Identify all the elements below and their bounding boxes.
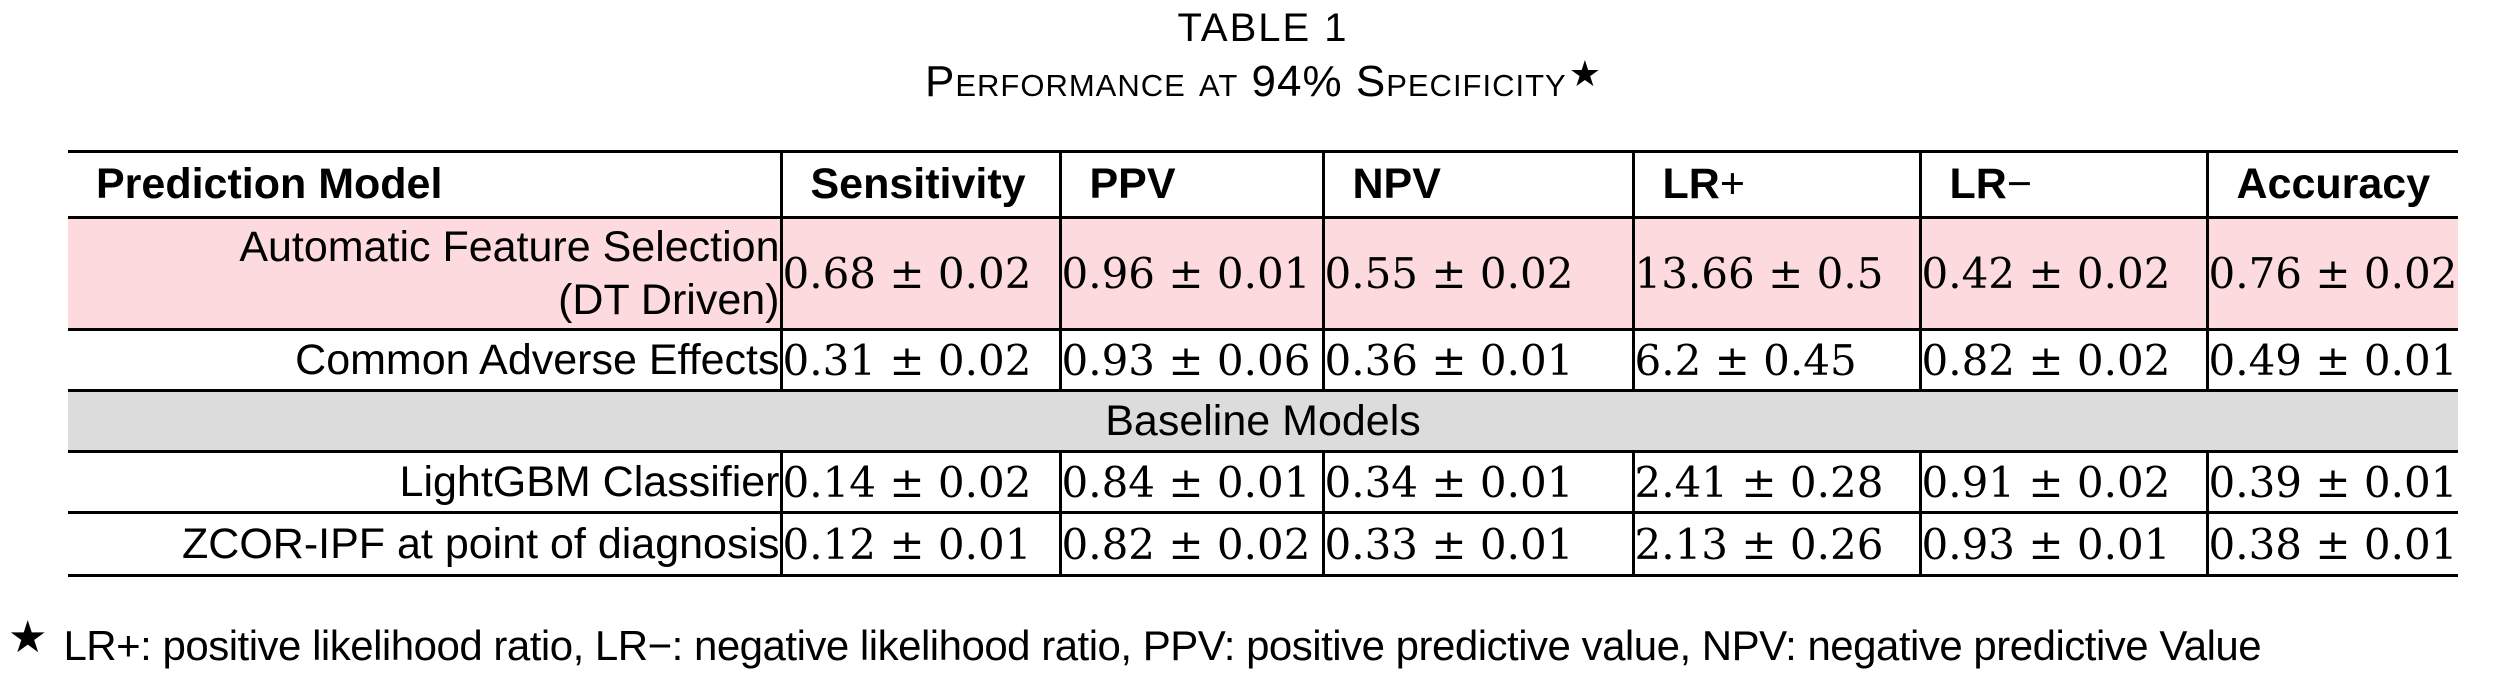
header-sensitivity: Sensitivity — [779, 151, 1060, 218]
value-cell-sensitivity: 0.12 ± 0.01 — [779, 512, 1060, 576]
performance-table: Prediction Model Sensitivity PPV NPV LR+… — [68, 150, 2458, 577]
header-lr-minus-label: LR — [1949, 160, 2007, 208]
header-row: Prediction Model Sensitivity PPV NPV LR+… — [68, 151, 2458, 218]
value-cell-npv: 0.36 ± 0.01 — [1321, 329, 1633, 391]
header-prediction-model: Prediction Model — [96, 160, 443, 208]
star-icon: ★ — [1568, 53, 1601, 94]
value-cell-lr-minus: 0.91 ± 0.02 — [1918, 451, 2207, 513]
footnote: ★ LR+: positive likelihood ratio, LR−: ne… — [8, 613, 2262, 671]
footnote-star-icon: ★ — [8, 613, 48, 662]
value-cell-ppv: 0.96 ± 0.01 — [1058, 217, 1323, 330]
value-cell-accuracy: 0.49 ± 0.01 — [2205, 329, 2458, 391]
value-cell-lr-plus: 2.41 ± 0.28 — [1631, 451, 1920, 513]
table-row-automatic-feature-selection: Automatic Feature Selection (DT Driven) … — [68, 217, 2458, 330]
value-cell-lr-plus: 6.2 ± 0.45 — [1631, 329, 1920, 391]
model-name-cell: Automatic Feature Selection (DT Driven) — [68, 218, 781, 330]
header-lr-plus: LR+ — [1631, 151, 1920, 218]
value-cell-ppv: 0.84 ± 0.01 — [1058, 451, 1323, 513]
table-row-lightgbm-classifier: LightGBM Classifier 0.14 ± 0.02 0.84 ± 0… — [68, 451, 2458, 513]
table-number: TABLE 1 — [1177, 6, 1349, 50]
section-row-baseline-models: Baseline Models — [68, 390, 2458, 452]
value-cell-sensitivity: 0.14 ± 0.02 — [779, 451, 1060, 513]
footnote-text: LR+: positive likelihood ratio, LR−: neg… — [63, 622, 2262, 669]
model-name-cell: LightGBM Classifier — [399, 457, 780, 506]
value-cell-accuracy: 0.39 ± 0.01 — [2205, 451, 2458, 513]
model-name-cell: ZCOR-IPF at point of diagnosis — [182, 519, 780, 568]
value-cell-ppv: 0.93 ± 0.06 — [1058, 329, 1323, 391]
model-name-line2: (DT Driven) — [558, 275, 780, 324]
table-row-zcor-ipf: ZCOR-IPF at point of diagnosis 0.12 ± 0.… — [68, 512, 2458, 576]
value-cell-lr-minus: 0.82 ± 0.02 — [1918, 329, 2207, 391]
value-cell-lr-plus: 2.13 ± 0.26 — [1631, 512, 1920, 576]
table-subtitle-text: Performance at 94% Specificity — [925, 57, 1567, 106]
header-npv: NPV — [1321, 151, 1633, 218]
value-cell-npv: 0.34 ± 0.01 — [1321, 451, 1633, 513]
value-cell-lr-plus: 13.66 ± 0.5 — [1631, 217, 1920, 330]
table-subtitle: Performance at 94% Specificity★ — [68, 53, 2458, 107]
header-accuracy: Accuracy — [2205, 151, 2458, 218]
plus-sign: + — [1719, 160, 1745, 208]
table-row-common-adverse-effects: Common Adverse Effects 0.31 ± 0.02 0.93 … — [68, 329, 2458, 391]
table-caption: TABLE 1 Performance at 94% Specificity★ — [68, 6, 2458, 107]
value-cell-sensitivity: 0.68 ± 0.02 — [779, 217, 1060, 330]
value-cell-accuracy: 0.76 ± 0.02 — [2205, 217, 2458, 330]
model-name-cell: Common Adverse Effects — [295, 335, 780, 384]
minus-sign: − — [2006, 160, 2032, 208]
section-row-label: Baseline Models — [1105, 396, 1421, 445]
value-cell-npv: 0.55 ± 0.02 — [1321, 217, 1633, 330]
value-cell-lr-minus: 0.93 ± 0.01 — [1918, 512, 2207, 576]
value-cell-ppv: 0.82 ± 0.02 — [1058, 512, 1323, 576]
header-lr-minus: LR− — [1918, 151, 2207, 218]
model-name-line1: Automatic Feature Selection — [239, 223, 780, 272]
header-lr-plus-label: LR — [1662, 160, 1720, 208]
value-cell-npv: 0.33 ± 0.01 — [1321, 512, 1633, 576]
value-cell-lr-minus: 0.42 ± 0.02 — [1918, 217, 2207, 330]
value-cell-sensitivity: 0.31 ± 0.02 — [779, 329, 1060, 391]
header-ppv: PPV — [1058, 151, 1323, 218]
value-cell-accuracy: 0.38 ± 0.01 — [2205, 512, 2458, 576]
